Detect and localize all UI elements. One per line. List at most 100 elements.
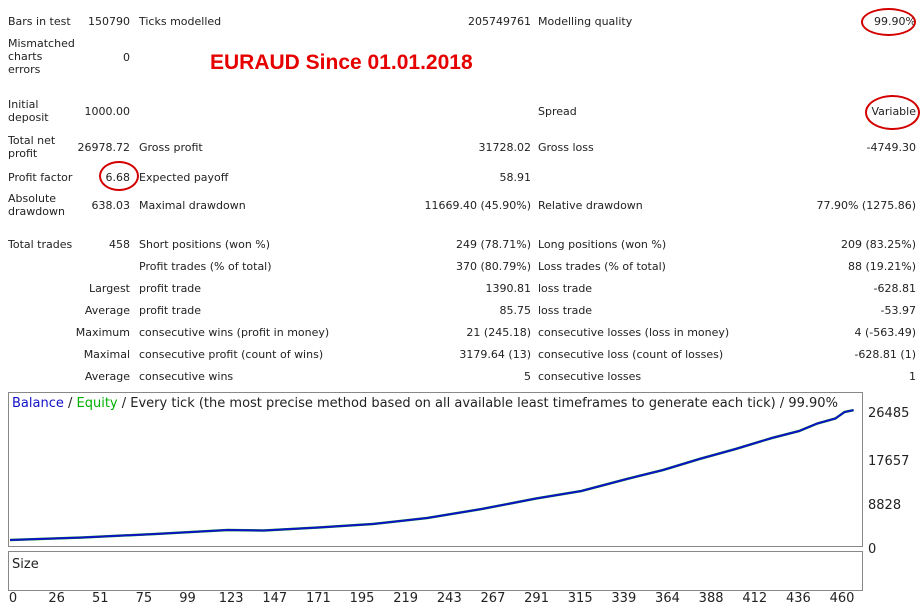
loss-trades-label: Loss trades (% of total) xyxy=(538,260,666,273)
expected-payoff-value: 58.91 xyxy=(499,171,532,184)
maximal-cons-profit-value: 3179.64 (13) xyxy=(459,348,531,361)
x-tick-label: 99 xyxy=(179,591,196,606)
gross-loss-value: -4749.30 xyxy=(866,141,916,154)
caption-rest: / Every tick (the most precise method ba… xyxy=(117,396,838,411)
equity-line xyxy=(9,408,854,542)
gross-loss-label: Gross loss xyxy=(538,141,594,154)
banner-title: EURAUD Since 01.01.2018 xyxy=(210,51,473,74)
mismatched-value: 0 xyxy=(123,51,130,64)
total-trades-value: 458 xyxy=(109,238,130,251)
short-positions-value: 249 (78.71%) xyxy=(455,238,531,251)
x-tick-label: 364 xyxy=(655,591,680,606)
ticks-modelled-value: 205749761 xyxy=(468,15,531,28)
gross-profit-value: 31728.02 xyxy=(478,141,532,154)
x-tick-label: 243 xyxy=(436,591,462,606)
chart-lines-group xyxy=(9,408,854,542)
average-loss-label: loss trade xyxy=(538,304,593,317)
largest-profit-value: 1390.81 xyxy=(485,282,532,295)
x-tick-label: 315 xyxy=(567,591,593,606)
bars-in-test-value: 150790 xyxy=(88,15,130,28)
average-loss-value: -53.97 xyxy=(880,304,916,317)
x-tick-label: 267 xyxy=(480,591,506,606)
relative-drawdown-label: Relative drawdown xyxy=(538,199,643,212)
average2-label: Average xyxy=(84,370,130,383)
total-net-profit-label: Total net profit xyxy=(8,134,56,160)
x-tick-label: 412 xyxy=(742,591,768,606)
largest-loss-value: -628.81 xyxy=(873,282,916,295)
largest-profit-label: profit trade xyxy=(139,282,202,295)
avg-cons-wins-label: consecutive wins xyxy=(139,370,234,383)
max-cons-losses-label: consecutive losses (loss in money) xyxy=(538,326,730,339)
size-label: Size xyxy=(12,557,39,572)
total-trades-label: Total trades xyxy=(8,238,73,251)
max-cons-losses-value: 4 (-563.49) xyxy=(854,326,916,339)
avg-cons-losses-label: consecutive losses xyxy=(538,370,642,383)
maximal-cons-loss-label: consecutive loss (count of losses) xyxy=(538,348,724,361)
maximal-cons-profit-label: consecutive profit (count of wins) xyxy=(139,348,324,361)
profit-factor-highlight-circle xyxy=(99,161,139,191)
balance-line xyxy=(9,409,854,541)
x-tick-label: 219 xyxy=(393,591,419,606)
caption-balance: Balance xyxy=(12,396,64,411)
expected-payoff-label: Expected payoff xyxy=(139,171,229,184)
maximal-drawdown-value: 11669.40 (45.90%) xyxy=(424,199,531,212)
profit-factor-label: Profit factor xyxy=(8,171,73,184)
maximal-cons-loss-value: -628.81 (1) xyxy=(854,348,916,361)
y-tick-label: 26485 xyxy=(868,406,910,421)
short-positions-label: Short positions (won %) xyxy=(139,238,271,251)
size-panel xyxy=(8,551,863,591)
x-tick-label: 291 xyxy=(524,591,549,606)
average-profit-value: 85.75 xyxy=(499,304,532,317)
loss-trades-value: 88 (19.21%) xyxy=(847,260,916,273)
avg-cons-losses-value: 1 xyxy=(909,370,916,383)
balance-chart-panel xyxy=(8,392,863,547)
avg-cons-wins-value: 5 xyxy=(524,370,531,383)
x-tick-label: 75 xyxy=(135,591,153,606)
maximal-drawdown-label: Maximal drawdown xyxy=(139,199,246,212)
maximal-label: Maximal xyxy=(83,348,130,361)
initial-deposit-label: Initial deposit xyxy=(8,98,49,124)
x-tick-label: 51 xyxy=(91,591,109,606)
bars-in-test-label: Bars in test xyxy=(8,15,71,28)
absolute-drawdown-value: 638.03 xyxy=(91,199,131,212)
long-positions-value: 209 (83.25%) xyxy=(840,238,916,251)
absolute-drawdown-label: Absolute drawdown xyxy=(8,192,65,218)
initial-deposit-value: 1000.00 xyxy=(84,105,131,118)
profit-trades-label: Profit trades (% of total) xyxy=(139,260,272,273)
maximum-label: Maximum xyxy=(75,326,130,339)
x-tick-label: 460 xyxy=(829,591,855,606)
x-tick-label: 0 xyxy=(8,591,18,606)
average-label: Average xyxy=(84,304,130,317)
modelling-quality-highlight-circle xyxy=(861,8,916,36)
x-tick-label: 123 xyxy=(218,591,244,606)
max-cons-wins-label: consecutive wins (profit in money) xyxy=(139,326,330,339)
x-tick-label: 339 xyxy=(611,591,637,606)
relative-drawdown-value: 77.90% (1275.86) xyxy=(816,199,916,212)
y-tick-label: 17657 xyxy=(868,454,910,469)
x-tick-label: 388 xyxy=(698,591,724,606)
x-tick-label: 436 xyxy=(785,591,811,606)
x-tick-label: 171 xyxy=(305,591,331,606)
profit-trades-value: 370 (80.79%) xyxy=(455,260,531,273)
chart-caption: Balance / Equity / Every tick (the most … xyxy=(12,396,838,411)
caption-sep: / xyxy=(63,396,77,411)
total-net-profit-value: 26978.72 xyxy=(77,141,131,154)
average-profit-label: profit trade xyxy=(139,304,202,317)
x-tick-label: 195 xyxy=(349,591,375,606)
x-tick-label: 147 xyxy=(262,591,288,606)
largest-loss-label: loss trade xyxy=(538,282,593,295)
y-tick-label: 8828 xyxy=(868,498,902,513)
modelling-quality-label: Modelling quality xyxy=(538,15,633,28)
gross-profit-label: Gross profit xyxy=(139,141,203,154)
spread-highlight-circle xyxy=(865,95,920,130)
largest-label: Largest xyxy=(89,282,130,295)
y-tick-label: 0 xyxy=(868,542,877,557)
mismatched-label: Mismatched charts errors xyxy=(8,37,75,76)
spread-label: Spread xyxy=(538,105,577,118)
ticks-modelled-label: Ticks modelled xyxy=(139,15,222,28)
x-tick-label: 26 xyxy=(48,591,65,606)
long-positions-label: Long positions (won %) xyxy=(538,238,667,251)
max-cons-wins-value: 21 (245.18) xyxy=(466,326,531,339)
caption-equity: Equity xyxy=(76,396,118,411)
